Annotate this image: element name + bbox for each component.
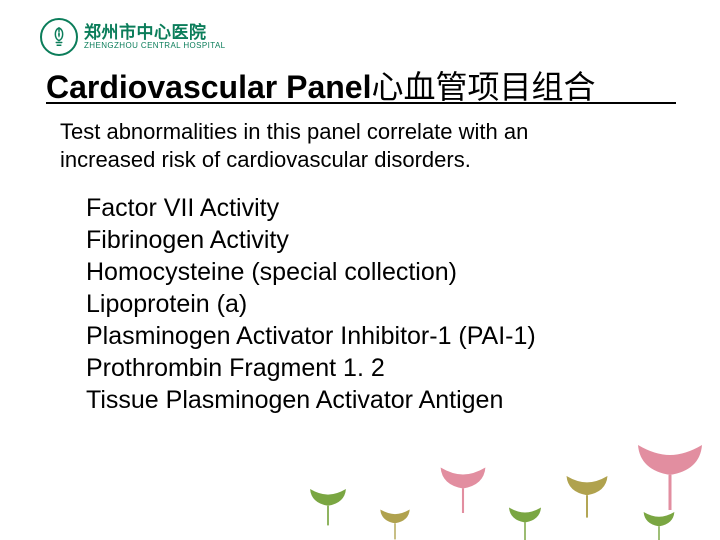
title-cn: 心血管项目组合 bbox=[371, 69, 595, 105]
logo-name-cn: 郑州市中心医院 bbox=[84, 24, 226, 41]
hospital-logo: 郑州市中心医院 ZHENGZHOU CENTRAL HOSPITAL bbox=[40, 18, 226, 56]
list-item: Lipoprotein (a) bbox=[86, 288, 536, 320]
list-item: Plasminogen Activator Inhibitor-1 (PAI-1… bbox=[86, 320, 536, 352]
logo-text: 郑州市中心医院 ZHENGZHOU CENTRAL HOSPITAL bbox=[84, 24, 226, 51]
ginkgo-leaf-icon bbox=[635, 500, 683, 540]
panel-description: Test abnormalities in this panel correla… bbox=[60, 118, 620, 174]
list-item: Factor VII Activity bbox=[86, 192, 536, 224]
logo-emblem-icon bbox=[40, 18, 78, 56]
list-item: Prothrombin Fragment 1. 2 bbox=[86, 352, 536, 384]
list-item: Fibrinogen Activity bbox=[86, 224, 536, 256]
ginkgo-leaf-icon bbox=[500, 495, 550, 540]
logo-name-en: ZHENGZHOU CENTRAL HOSPITAL bbox=[84, 41, 226, 51]
list-item: Homocysteine (special collection) bbox=[86, 256, 536, 288]
ginkgo-leaf-icon bbox=[555, 460, 619, 524]
ginkgo-leaf-icon bbox=[300, 475, 356, 531]
test-list: Factor VII Activity Fibrinogen Activity … bbox=[86, 192, 536, 416]
title-en: Cardiovascular Panel bbox=[46, 69, 371, 105]
list-item: Tissue Plasminogen Activator Antigen bbox=[86, 384, 536, 416]
ginkgo-leaf-icon bbox=[372, 498, 418, 540]
ginkgo-leaf-icon bbox=[428, 450, 498, 520]
title-underline bbox=[46, 102, 676, 104]
